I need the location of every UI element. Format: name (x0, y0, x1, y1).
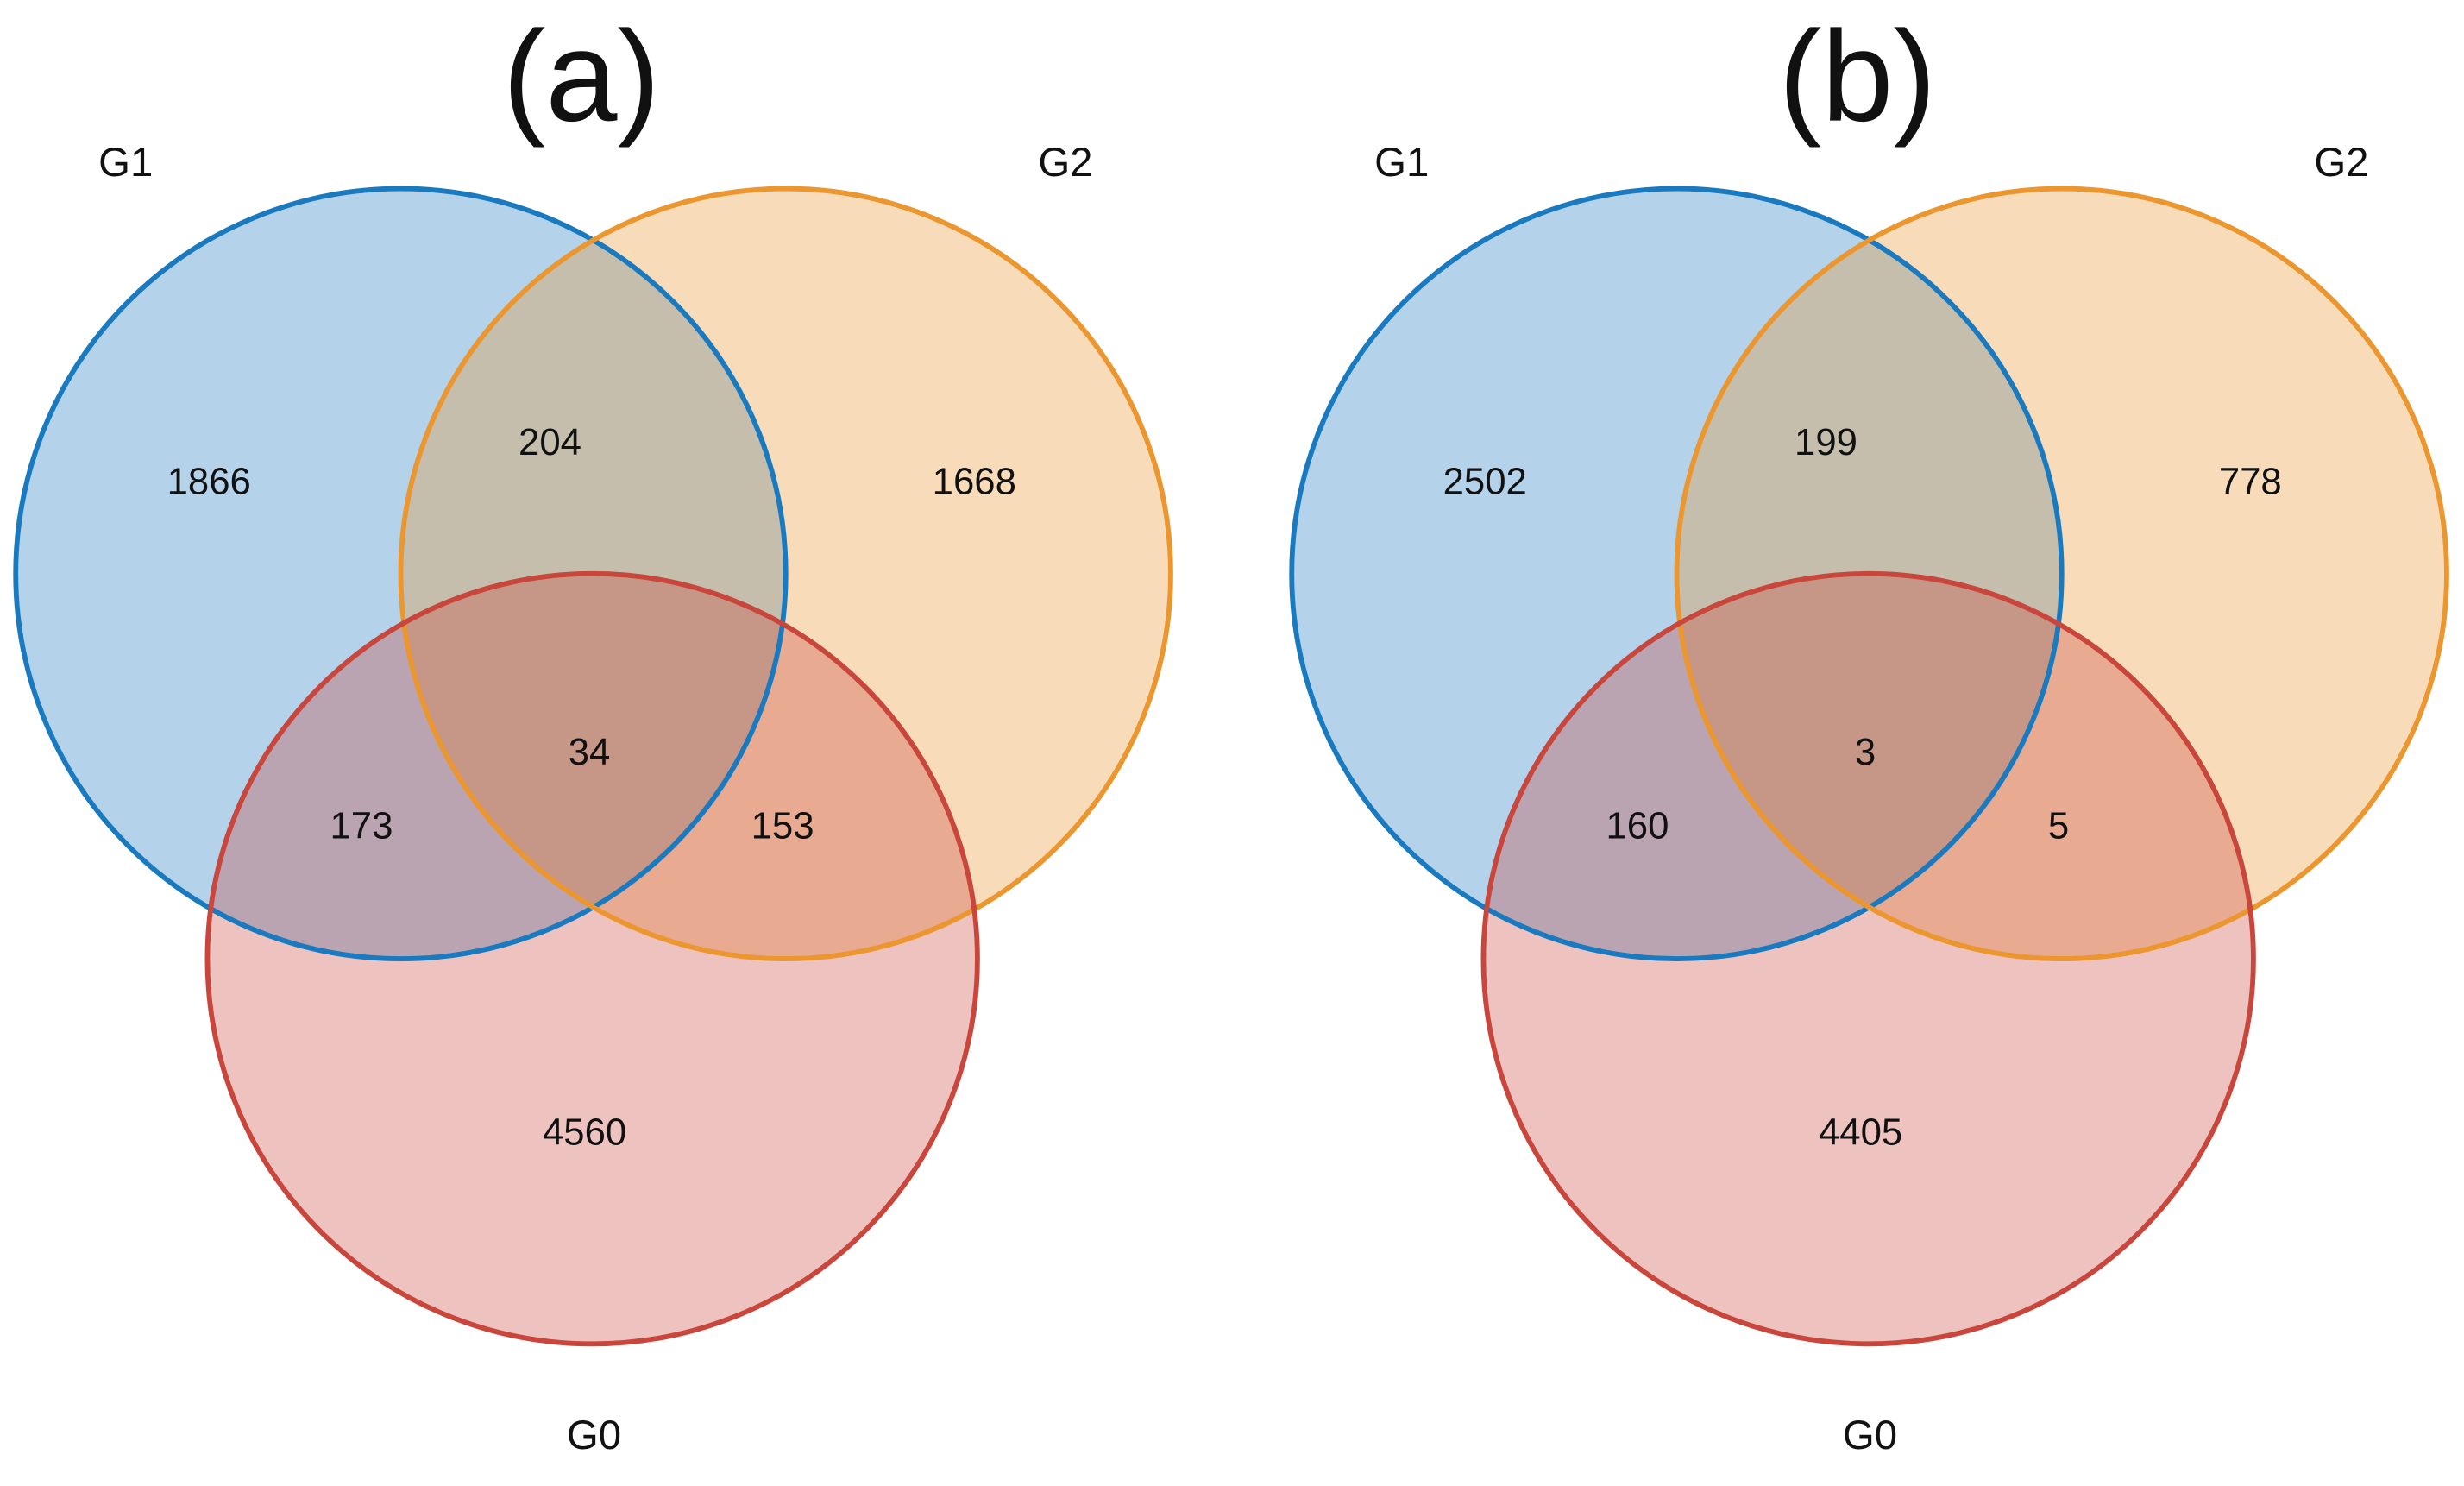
set-outline (204, 570, 980, 1347)
venn-panel: (b) G1 G2 G0 2502 199 778 160 3 5 4405 (1289, 4, 2449, 1458)
region-count: 173 (330, 804, 393, 847)
region-count: 1668 (933, 461, 1016, 503)
region-count: 199 (1795, 421, 1857, 463)
panel-title: (b) (1779, 4, 1937, 148)
set-outline (398, 186, 1173, 961)
region-count: 204 (519, 421, 581, 463)
set-label: G2 (2314, 140, 2368, 186)
region-count: 778 (2219, 461, 2282, 503)
region-count: 1866 (167, 461, 251, 503)
region-count: 5 (2048, 804, 2069, 847)
region-count: 160 (1606, 804, 1669, 847)
set-circle (1483, 573, 2253, 1344)
region-count: 34 (569, 731, 611, 773)
set-label: G0 (1843, 1413, 1897, 1458)
region-count: 2502 (1443, 461, 1527, 503)
set-label: G1 (98, 140, 153, 186)
set-circle (207, 573, 977, 1344)
set-outline (13, 186, 789, 961)
set-label: G2 (1038, 140, 1092, 186)
set-outline (1289, 186, 2065, 961)
region-count: 4405 (1819, 1111, 1902, 1154)
set-label: G1 (1374, 140, 1429, 186)
region-count: 153 (751, 804, 814, 847)
region-count: 3 (1855, 731, 1876, 773)
panel-title: (a) (503, 4, 661, 148)
set-label: G0 (567, 1413, 621, 1458)
set-outline (1480, 570, 2256, 1347)
set-outline (1674, 186, 2449, 961)
region-count: 4560 (543, 1111, 626, 1154)
venn-panel: (a) G1 G2 G0 1866 204 1668 173 34 153 4560 (13, 4, 1173, 1458)
